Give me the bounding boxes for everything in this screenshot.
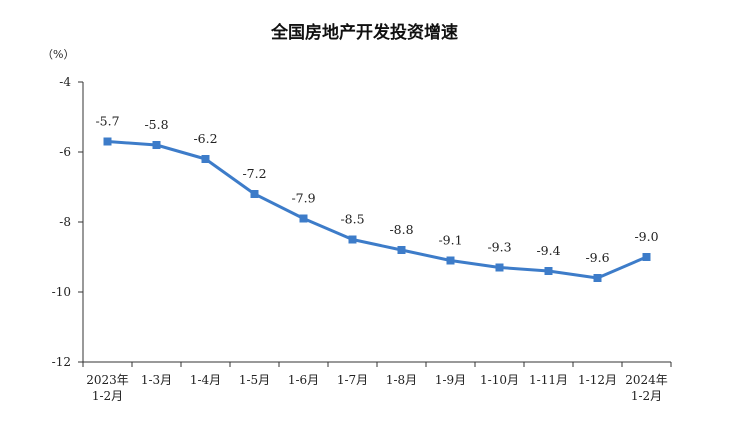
data-label: -9.0 — [634, 229, 658, 244]
data-label: -9.4 — [536, 243, 560, 258]
y-tick-label: -12 — [52, 355, 71, 369]
data-label: -8.5 — [340, 212, 364, 227]
x-tick-label-line: 1-6月 — [288, 373, 319, 387]
data-point — [201, 155, 210, 163]
x-tick-label-line: 1-4月 — [190, 373, 221, 387]
y-tick-label: -10 — [52, 285, 71, 299]
data-point — [495, 263, 504, 272]
series-line — [107, 140, 648, 280]
x-tick-label-line: 1-9月 — [435, 373, 466, 387]
x-tick-label-line: 2024年 — [625, 373, 668, 387]
x-tick-label: 2023年 1-2月 — [86, 373, 129, 403]
data-point — [544, 267, 553, 275]
x-tick-label-line: 1-8月 — [386, 373, 417, 387]
x-tick-labels: 2023年 1-2月 1-3月 1-4月 1-5月 1-6月 1-7月 1-8月 1-9月 1-1… — [86, 373, 668, 403]
data-label: -9.1 — [438, 233, 462, 248]
y-unit-label: （%） — [42, 48, 74, 61]
data-label: -7.9 — [291, 191, 315, 206]
x-tick-label-line: 1-5月 — [239, 373, 270, 387]
x-tick-label-line: 1-10月 — [480, 373, 519, 387]
x-tick-label: 1-12月 — [578, 373, 617, 387]
data-label: -5.8 — [144, 117, 168, 132]
data-labels: -5.7 -5.8 -6.2 -7.2 -7.9 -8.5 -8.8 -9.1 -9.3 -9.4… — [95, 114, 658, 266]
x-tick-label: 1-9月 — [435, 373, 466, 387]
chart-title: 全国房地产开发投资增速 — [271, 23, 458, 43]
x-tick-label-line: 1-2月 — [631, 389, 662, 403]
y-tick-labels: -4 -6 -8 -10 -12 — [52, 75, 72, 369]
data-label: -9.3 — [487, 240, 511, 255]
x-tick-label-line: 1-11月 — [529, 373, 568, 387]
data-point — [593, 274, 602, 282]
y-tick-label: -8 — [59, 215, 71, 229]
data-point — [446, 256, 455, 265]
x-tick-label-line: 1-7月 — [337, 373, 368, 387]
y-tick-label: -4 — [59, 75, 71, 89]
data-point — [299, 214, 308, 223]
axes — [78, 81, 672, 367]
data-point — [397, 246, 406, 254]
x-tick-label: 1-11月 — [529, 373, 568, 387]
data-label: -5.7 — [95, 114, 119, 129]
x-tick-label-line: 1-3月 — [141, 373, 172, 387]
data-point — [250, 190, 259, 198]
data-points — [103, 137, 651, 282]
x-tick-label: 1-6月 — [288, 373, 319, 387]
x-tick-label-line: 1-2月 — [92, 389, 123, 403]
data-point — [348, 235, 357, 244]
x-tick-label: 1-5月 — [239, 373, 270, 387]
x-tick-label: 1-3月 — [141, 373, 172, 387]
data-point — [642, 253, 651, 261]
x-tick-label-line: 2023年 — [86, 373, 129, 387]
x-tick-label-line: 1-12月 — [578, 373, 617, 387]
data-point — [152, 141, 161, 149]
x-tick-label: 1-10月 — [480, 373, 519, 387]
x-tick-label: 1-7月 — [337, 373, 368, 387]
data-point — [103, 137, 112, 146]
data-label: -6.2 — [193, 131, 217, 146]
data-label: -9.6 — [585, 250, 609, 265]
x-tick-label: 1-4月 — [190, 373, 221, 387]
y-tick-label: -6 — [59, 145, 71, 159]
data-label: -7.2 — [242, 166, 266, 181]
x-tick-label: 1-8月 — [386, 373, 417, 387]
x-tick-label: 2024年 1-2月 — [625, 373, 668, 403]
data-label: -8.8 — [389, 222, 413, 237]
